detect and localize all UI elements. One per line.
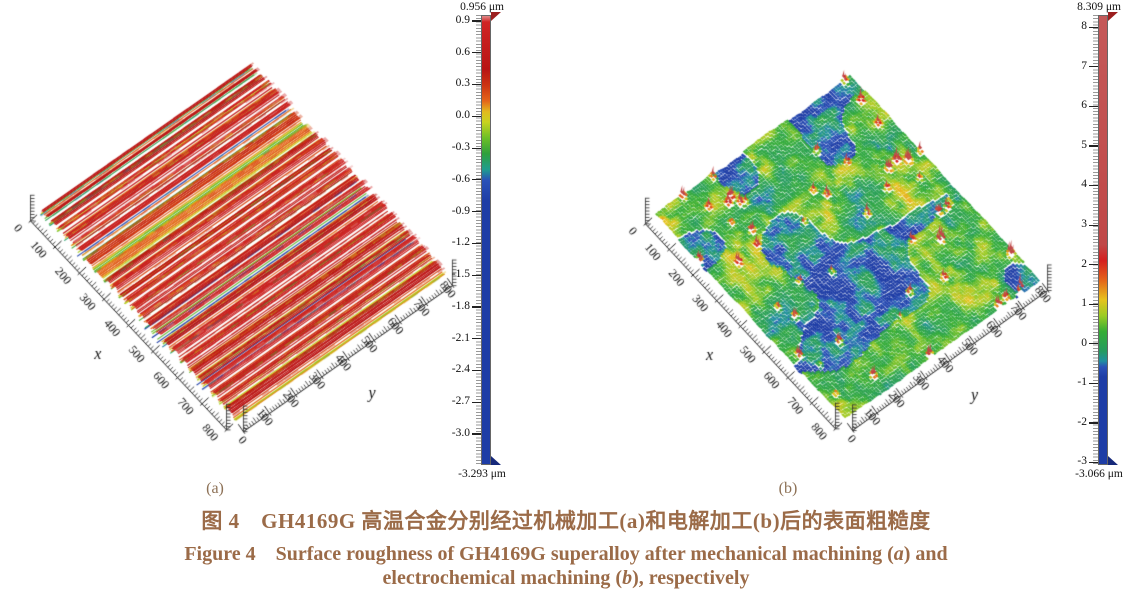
colorbar-tick [472, 52, 481, 54]
colorbar-tick-label: 3 [1081, 218, 1087, 231]
colorbar-tick [472, 20, 481, 22]
colorbar-a-min-label: -3.293 μm [458, 468, 506, 480]
colorbar-tick-label: -2.4 [451, 363, 470, 376]
colorbar-tick [472, 115, 481, 117]
colorbar-a-max-label: 0.956 μm [460, 1, 504, 13]
colorbar-tick-label: 7 [1081, 59, 1087, 72]
colorbar-a-max-marker-icon [491, 12, 501, 21]
colorbar-tick [1089, 224, 1098, 226]
caption-chinese: 图 4 GH4169G 高温合金分别经过机械加工(a)和电解加工(b)后的表面粗… [201, 509, 931, 533]
colorbar-tick-label: 5 [1081, 138, 1087, 151]
caption-english-line1: Figure 4 Surface roughness of GH4169G su… [0, 537, 1132, 566]
colorbar-tick-label: -0.6 [451, 172, 470, 185]
colorbar-tick-label: -0.9 [451, 204, 470, 217]
caption-en2-post: ), respectively [632, 567, 750, 589]
colorbar-tick-label: -3 [1077, 455, 1087, 468]
colorbar-tick [472, 433, 481, 435]
colorbar-tick-label: 0.0 [455, 109, 470, 122]
colorbar-tick-label: 2 [1081, 257, 1087, 270]
colorbar-tick-label: -3.0 [451, 426, 470, 439]
colorbar-tick [472, 274, 481, 276]
caption-english-line2: electrochemical machining (b), respectiv… [0, 567, 1132, 590]
colorbar-tick [1089, 184, 1098, 187]
colorbar-tick [1089, 422, 1098, 424]
colorbar-tick-label: -2 [1077, 415, 1087, 428]
colorbar-b-gradient-bar [1098, 15, 1108, 465]
colorbar-tick-label: 0.6 [455, 45, 470, 58]
colorbar-tick [1089, 26, 1098, 28]
colorbar-tick [1089, 264, 1098, 266]
colorbar-a-min-marker-icon [491, 456, 501, 465]
colorbar-b-min-marker-icon [1108, 456, 1118, 465]
caption-en2-pre: electrochemical machining ( [382, 567, 623, 589]
colorbar-tick [472, 83, 481, 86]
colorbar-tick-label: -0.3 [451, 141, 470, 154]
caption-en1-pre: Figure 4 Surface roughness of GH4169G su… [184, 543, 894, 565]
colorbar-tick-label: -1.2 [451, 236, 470, 249]
panel-b-letter: (b) [778, 480, 798, 497]
caption-en1-post: ) and [903, 543, 948, 565]
colorbar-tick-label: 1 [1081, 297, 1087, 310]
colorbar-tick-label: 8 [1081, 20, 1087, 33]
colorbar-tick-label: -2.7 [451, 395, 470, 408]
colorbar-tick [1089, 461, 1098, 464]
surface-plots-canvas [0, 0, 1132, 478]
colorbar-tick [472, 147, 481, 149]
caption-en1-italic: a [893, 543, 904, 565]
colorbar-tick [472, 242, 481, 245]
colorbar-a-minor-ticks [476, 15, 481, 465]
colorbar-tick [472, 179, 481, 181]
colorbar-a: 0.956 μm -3.293 μm 0.9 0.6 0.3 0.0 -0.3 -0.6 -… [428, 0, 558, 490]
colorbar-tick [1089, 105, 1098, 108]
colorbar-tick [1089, 382, 1098, 384]
colorbar-tick-label: -2.1 [451, 331, 470, 344]
colorbar-tick-label: -1.8 [451, 299, 470, 312]
colorbar-tick [1089, 66, 1098, 68]
colorbar-tick [472, 211, 481, 213]
colorbar-tick [472, 306, 481, 308]
colorbar-b-max-label: 8.309 μm [1077, 1, 1121, 13]
caption-en2-italic: b [622, 567, 633, 589]
colorbar-tick [472, 369, 481, 372]
colorbar-tick [472, 338, 481, 340]
colorbar-b-minor-ticks [1093, 15, 1098, 465]
colorbar-b: 8.309 μm -3.066 μm 8 7 6 5 4 3 2 1 0 -1 -2 -3 [1045, 0, 1132, 490]
colorbar-tick [472, 401, 481, 403]
colorbar-tick-label: -1 [1077, 376, 1087, 389]
colorbar-tick [1089, 145, 1098, 147]
colorbar-tick-label: 0 [1081, 336, 1087, 349]
colorbar-tick-label: 4 [1081, 178, 1087, 191]
colorbar-a-gradient-bar [481, 15, 491, 465]
colorbar-tick-label: 0.3 [455, 77, 470, 90]
panel-a-letter: (a) [206, 480, 224, 497]
colorbar-tick [1089, 343, 1098, 345]
colorbar-b-min-label: -3.066 μm [1075, 468, 1123, 480]
colorbar-tick [1089, 303, 1098, 305]
colorbar-tick-label: 6 [1081, 99, 1087, 112]
colorbar-tick-label: -1.5 [451, 268, 470, 281]
colorbar-b-max-marker-icon [1108, 12, 1118, 21]
colorbar-tick-label: 0.9 [455, 13, 470, 26]
